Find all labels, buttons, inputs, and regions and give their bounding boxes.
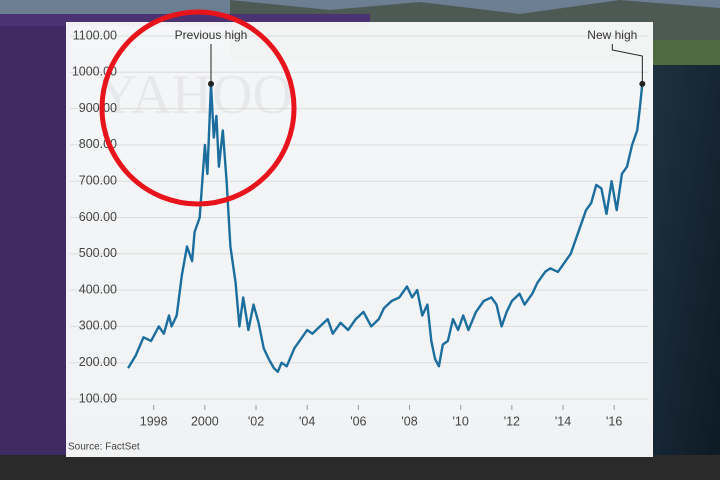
- y-tick-label: 300.00: [79, 319, 117, 333]
- x-tick-label: '06: [350, 414, 366, 428]
- plot: 100.00 200.00 300.00 400.00 500.00 600.00 700.…: [70, 28, 648, 428]
- y-tick-label: 500.00: [79, 246, 117, 260]
- x-tick-label: 1998: [140, 414, 168, 428]
- annotation-label: New high: [587, 28, 637, 42]
- annotation-point: [208, 80, 215, 87]
- y-tick-label: 100.00: [79, 391, 117, 405]
- y-tick-label: 1100.00: [73, 28, 117, 42]
- y-tick-label: 400.00: [79, 282, 117, 296]
- y-tick-label: 700.00: [79, 173, 117, 187]
- price-line: [127, 82, 644, 373]
- chart-panel: [66, 22, 653, 457]
- y-tick-label: 900.00: [79, 101, 117, 115]
- y-tick-label: 600.00: [79, 210, 117, 224]
- x-tick-label: 2000: [191, 414, 219, 428]
- watermark: YAHOO: [97, 64, 293, 126]
- annotation-leader: [611, 44, 643, 84]
- x-tick-label: '10: [453, 414, 469, 428]
- x-tick-label: '04: [299, 414, 315, 428]
- annotation-point: [639, 80, 646, 87]
- x-tick-label: '02: [248, 414, 264, 428]
- source: Source: FactSet: [68, 442, 140, 453]
- y-tick-label: 200.00: [79, 355, 117, 369]
- highlight-circle: [99, 9, 297, 207]
- annotation-label: Previous high: [175, 28, 248, 42]
- x-tick-label: '14: [555, 414, 571, 428]
- x-tick-label: '08: [401, 414, 417, 428]
- x-tick-label: '16: [606, 414, 622, 428]
- x-tick-label: '12: [504, 414, 520, 428]
